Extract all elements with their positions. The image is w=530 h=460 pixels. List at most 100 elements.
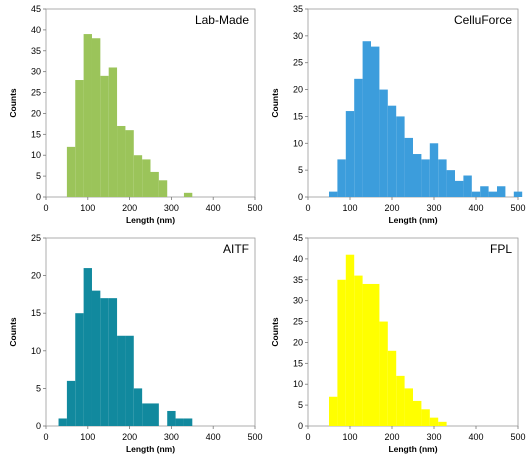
y-tick-label-celluforce: 35: [293, 4, 303, 14]
histogram-bar-lab-made: [83, 34, 92, 197]
y-tick-label-celluforce: 15: [293, 111, 303, 121]
histogram-bar-aitf: [167, 410, 176, 426]
panel-title-fpl: FPL: [490, 242, 512, 256]
y-tick-label-fpl: 45: [293, 233, 303, 243]
histogram-bar-lab-made: [142, 159, 151, 197]
histogram-bar-lab-made: [66, 146, 76, 197]
histogram-bar-aitf: [83, 268, 92, 426]
histogram-bar-fpl: [345, 254, 355, 426]
y-tick-label-lab-made: 5: [36, 171, 41, 181]
panel-title-aitf: AITF: [223, 242, 249, 256]
y-tick-label-fpl: 35: [293, 275, 303, 285]
y-tick-label-celluforce: 25: [293, 58, 303, 68]
histogram-bar-celluforce: [463, 175, 472, 197]
y-tick-label-aitf: 5: [36, 383, 41, 393]
x-tick-label-celluforce: 100: [342, 203, 357, 213]
histogram-bar-fpl: [438, 421, 447, 426]
y-tick-label-lab-made: 0: [36, 192, 41, 202]
histogram-bar-lab-made: [91, 38, 101, 197]
y-tick-label-fpl: 15: [293, 358, 303, 368]
x-tick-label-fpl: 300: [426, 432, 441, 442]
y-tick-label-celluforce: 30: [293, 31, 303, 41]
histogram-bar-aitf: [108, 298, 118, 426]
histogram-bar-celluforce: [429, 143, 439, 197]
histogram-bar-aitf: [125, 335, 134, 426]
y-tick-label-fpl: 5: [298, 400, 303, 410]
histogram-bar-fpl: [337, 279, 346, 426]
y-tick-label-lab-made: 40: [31, 25, 41, 35]
panel-fpl: 0 5 10 15 20 25 30 35 40 45 0 100 200 300 400 500 Length…: [270, 233, 526, 454]
x-tick-label-celluforce: 0: [305, 203, 310, 213]
y-tick-label-fpl: 20: [293, 337, 303, 347]
x-tick-label-aitf: 0: [43, 432, 48, 442]
histogram-bar-fpl: [329, 396, 338, 426]
histogram-bar-celluforce: [379, 89, 388, 197]
x-tick-label-celluforce: 500: [510, 203, 525, 213]
x-axis-title-aitf: Length (nm): [126, 444, 175, 454]
histogram-bar-aitf: [100, 298, 109, 426]
histogram-bar-lab-made: [75, 80, 84, 197]
histogram-bar-celluforce: [413, 154, 422, 197]
histogram-bar-celluforce: [345, 111, 355, 197]
histogram-bar-celluforce: [455, 180, 464, 197]
x-tick-label-fpl: 200: [384, 432, 399, 442]
histogram-bar-aitf: [183, 418, 193, 426]
y-tick-label-aitf: 0: [36, 421, 41, 431]
histogram-bar-aitf: [117, 335, 126, 426]
histogram-bar-aitf: [142, 403, 151, 426]
y-tick-label-celluforce: 5: [298, 165, 303, 175]
histogram-bar-fpl: [429, 417, 439, 426]
histogram-bar-celluforce: [446, 170, 455, 197]
x-tick-label-fpl: 500: [510, 432, 525, 442]
histogram-bar-aitf: [150, 403, 159, 426]
panel-title-celluforce: CelluForce: [454, 13, 512, 27]
y-tick-label-fpl: 40: [293, 254, 303, 264]
y-tick-label-lab-made: 10: [31, 150, 41, 160]
y-tick-label-lab-made: 25: [31, 88, 41, 98]
histogram-bar-celluforce: [371, 46, 380, 197]
x-tick-label-lab-made: 400: [206, 203, 221, 213]
y-tick-label-lab-made: 35: [31, 46, 41, 56]
histogram-bar-fpl: [362, 283, 371, 426]
y-axis-title-celluforce: Counts: [270, 88, 280, 118]
histogram-bar-celluforce: [387, 105, 397, 197]
histogram-bar-celluforce: [329, 191, 338, 197]
histogram-bar-lab-made: [158, 180, 168, 197]
y-tick-label-lab-made: 30: [31, 67, 41, 77]
panel-celluforce: 0 5 10 15 20 25 30 35 0 100 200 300 400 500 Length (nm…: [270, 4, 526, 225]
histogram-bar-fpl: [396, 375, 405, 426]
y-axis-title-fpl: Counts: [270, 317, 280, 347]
histogram-bar-celluforce: [438, 159, 447, 197]
histogram-bar-celluforce: [404, 137, 413, 197]
histogram-bar-lab-made: [117, 125, 126, 197]
x-axis-title-fpl: Length (nm): [388, 444, 437, 454]
histogram-bar-lab-made: [150, 171, 159, 197]
x-tick-label-aitf: 200: [122, 432, 137, 442]
histogram-bar-aitf: [66, 380, 76, 426]
x-axis-title-lab-made: Length (nm): [126, 215, 175, 225]
histogram-bar-celluforce: [362, 41, 371, 197]
x-tick-label-lab-made: 100: [80, 203, 95, 213]
histogram-bar-celluforce: [396, 116, 405, 197]
histogram-bar-celluforce: [513, 191, 523, 197]
x-tick-label-lab-made: 200: [122, 203, 137, 213]
histogram-bar-aitf: [133, 388, 143, 426]
y-tick-label-aitf: 15: [31, 308, 41, 318]
panel-lab-made: 0 5 10 15 20 25 30 35 40 45 0 100 200 300 400 500 Length…: [8, 4, 263, 225]
histogram-bar-aitf: [75, 313, 84, 426]
y-tick-label-aitf: 10: [31, 346, 41, 356]
histogram-bar-celluforce: [337, 159, 346, 197]
y-tick-label-aitf: 25: [31, 233, 41, 243]
x-axis-title-celluforce: Length (nm): [388, 215, 437, 225]
histogram-bar-celluforce: [480, 186, 489, 197]
histogram-bar-lab-made: [125, 130, 134, 197]
histogram-bar-fpl: [371, 283, 380, 426]
x-tick-label-aitf: 400: [206, 432, 221, 442]
y-tick-label-fpl: 30: [293, 296, 303, 306]
histogram-bar-aitf: [58, 418, 67, 426]
y-tick-label-lab-made: 45: [31, 4, 41, 14]
x-tick-label-aitf: 300: [164, 432, 179, 442]
panel-aitf: 0 5 10 15 20 25 0 100 200 300 400 500 Length (nm) Cou…: [8, 233, 263, 454]
histogram-bar-fpl: [404, 388, 413, 426]
